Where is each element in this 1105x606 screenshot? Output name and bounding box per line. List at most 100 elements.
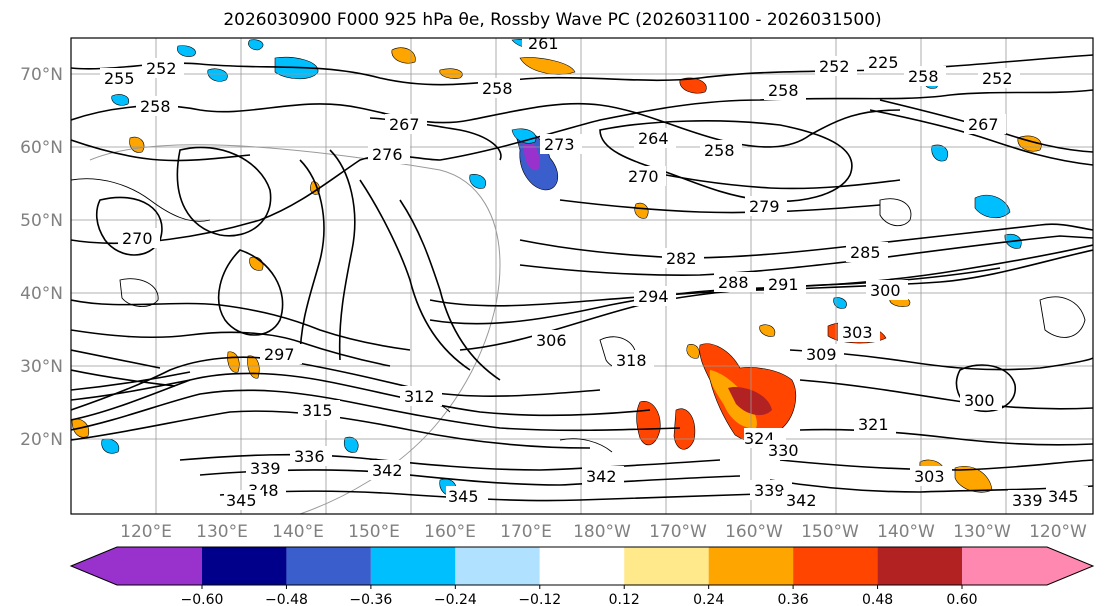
contour-label: 225	[868, 53, 899, 72]
colorbar: −0.60 −0.48 −0.36 −0.24 −0.12 0.12 0.24 0.36 0.4…	[69, 546, 1095, 606]
shade-negative	[207, 68, 228, 82]
contour-line	[799, 428, 1093, 446]
contour-line	[71, 102, 901, 148]
contour-label: 303	[842, 323, 873, 342]
contour-line	[119, 278, 159, 307]
contour-line	[71, 329, 391, 367]
lon-tick-label: 160°W	[725, 522, 783, 542]
lon-tick-label: 160°E	[424, 522, 476, 542]
contour-line	[799, 379, 1093, 410]
colorbar-segment	[455, 547, 540, 585]
shade-negative	[974, 194, 1011, 219]
shade-positive	[391, 47, 416, 64]
contour-line	[71, 139, 251, 162]
contour-label: 252	[819, 57, 850, 76]
contour-line	[879, 198, 912, 227]
plot-frame	[70, 37, 1094, 515]
contour-line	[359, 179, 501, 381]
contour-line	[219, 490, 761, 502]
contour-label: 345	[226, 491, 257, 510]
contour-line	[71, 89, 1093, 245]
shade-negative	[111, 94, 130, 106]
lon-tick-label: 120°E	[120, 522, 172, 542]
colorbar-tick-label: 0.48	[862, 592, 893, 606]
colorbar-segment	[370, 547, 456, 585]
contour-label: 267	[968, 115, 999, 134]
contour-label: 267	[389, 115, 420, 134]
shade-negative	[833, 297, 847, 309]
contour-label: 321	[858, 415, 889, 434]
contour-line	[71, 389, 681, 432]
contour-label: 258	[482, 79, 513, 98]
contour-label: 303	[914, 467, 945, 486]
lat-tick-label: 50°N	[20, 211, 63, 231]
contour-label: 336	[294, 447, 325, 466]
contour-label: 282	[666, 249, 697, 268]
contour-label: 258	[704, 141, 735, 160]
contour-line	[299, 159, 325, 361]
shade-positive	[519, 57, 576, 75]
latitude-axis: 70°N 60°N 50°N 40°N 30°N 20°N	[20, 65, 63, 450]
colorbar-segment	[539, 547, 625, 585]
contour-label: 330	[768, 441, 799, 460]
contour-label: 294	[638, 287, 669, 306]
colorbar-tick-label: 0.36	[778, 592, 809, 606]
colorbar-tick-label: 0.24	[693, 592, 724, 606]
contour-label: 270	[122, 229, 153, 248]
contour-line	[519, 235, 1093, 276]
contour-label: 258	[768, 81, 799, 100]
contour-label: 342	[372, 461, 403, 480]
contour-label: 273	[544, 135, 575, 154]
colorbar-tick-label: −0.48	[265, 592, 308, 606]
contour-label: 345	[1048, 487, 1079, 506]
lon-tick-label: 150°E	[348, 522, 400, 542]
contour-line	[429, 249, 1093, 307]
colorbar-tick-label: −0.36	[349, 592, 392, 606]
contour-line	[71, 299, 411, 351]
contour-line	[639, 169, 901, 190]
figure-title: 2026030900 F000 925 hPa θe, Rossby Wave …	[223, 10, 882, 30]
contour-label: 270	[628, 167, 659, 186]
contour-line	[71, 178, 211, 222]
shade-negative	[177, 45, 196, 57]
shade-positive	[759, 324, 776, 337]
contour-label: 345	[448, 487, 479, 506]
colorbar-tick-label: 0.60	[946, 592, 977, 606]
shade-positive	[439, 68, 463, 79]
shade-negative	[469, 174, 487, 189]
shade-positive	[709, 370, 757, 429]
contour-line	[71, 372, 651, 421]
colorbar-segment	[877, 547, 962, 585]
longitude-axis: 120°E 130°E 140°E 150°E 160°E 170°E 180°…	[120, 522, 1087, 542]
shade-negative	[248, 39, 264, 51]
colorbar-segment	[793, 547, 878, 585]
contour-label: 318	[616, 351, 647, 370]
contour-line	[519, 223, 1093, 259]
colorbar-tick-label: −0.24	[434, 592, 477, 606]
contour-label: 285	[850, 243, 881, 262]
lon-tick-label: 170°W	[649, 522, 707, 542]
contour-line	[179, 453, 721, 471]
contour-line	[199, 469, 741, 486]
shade-positive	[686, 344, 700, 359]
contour-label: 252	[146, 59, 177, 78]
lat-tick-label: 70°N	[20, 65, 63, 85]
lon-tick-label: 130°E	[196, 522, 248, 542]
contour-label: 252	[982, 69, 1013, 88]
contour-label: 312	[404, 387, 435, 406]
contour-line	[1039, 296, 1086, 338]
colorbar-extend-min	[71, 547, 117, 585]
colorbar-segment	[962, 547, 1047, 585]
colorbar-segment	[202, 547, 287, 585]
lon-tick-label: 150°W	[801, 522, 859, 542]
contour-line	[71, 371, 191, 401]
contour-label: 300	[964, 391, 995, 410]
contour-label: 258	[140, 97, 171, 116]
contour-line	[559, 199, 881, 214]
contour-label: 339	[1012, 491, 1043, 510]
contour-label: 315	[302, 401, 333, 420]
contour-line	[217, 249, 284, 336]
lat-tick-label: 30°N	[20, 357, 63, 377]
lat-tick-label: 40°N	[20, 284, 63, 304]
shade-negative	[343, 436, 359, 453]
